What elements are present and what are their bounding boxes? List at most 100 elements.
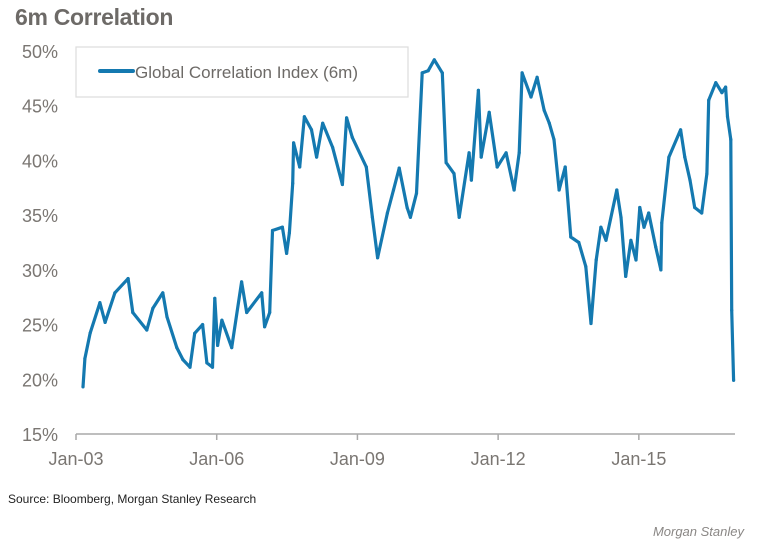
y-axis: 15% 20% 25% 30% 35% 40% 45% 50% [22, 42, 58, 445]
data-point [604, 238, 608, 242]
data-point [81, 385, 85, 389]
data-point [563, 165, 567, 169]
data-point [720, 91, 724, 95]
data-point [679, 128, 683, 132]
data-point [629, 238, 633, 242]
y-tick-label: 25% [22, 316, 58, 336]
data-point [205, 361, 209, 365]
data-point [469, 178, 473, 182]
data-point [557, 188, 561, 192]
data-point [420, 71, 424, 75]
y-tick-label: 15% [22, 425, 58, 445]
data-point [260, 291, 264, 295]
data-point [292, 141, 296, 145]
data-point [577, 240, 581, 245]
y-tick-label: 50% [22, 42, 58, 62]
data-point [331, 145, 335, 149]
series-line [81, 58, 736, 388]
legend-label: Global Correlation Index (6m) [135, 63, 358, 82]
data-point [683, 155, 687, 159]
data-point [452, 172, 456, 176]
data-point [440, 71, 444, 75]
data-point [345, 116, 349, 120]
data-point [408, 215, 412, 219]
data-point [476, 88, 480, 92]
data-point [98, 301, 102, 305]
data-point [145, 328, 149, 332]
data-point [688, 178, 692, 182]
data-point [512, 188, 516, 192]
data-point [654, 245, 658, 249]
data-point [113, 291, 117, 295]
data-point [397, 166, 401, 170]
data-point [594, 258, 598, 262]
data-point [426, 69, 430, 73]
data-point [376, 256, 380, 260]
data-point [730, 308, 734, 312]
data-point [213, 296, 217, 300]
x-tick-label: Jan-03 [48, 449, 103, 469]
data-point [131, 310, 135, 315]
data-point [88, 331, 92, 335]
data-point [647, 211, 651, 215]
data-point [615, 188, 619, 192]
data-point [444, 161, 448, 165]
data-point [638, 205, 642, 210]
source-note: Source: Bloomberg, Morgan Stanley Resear… [8, 492, 257, 506]
data-point [285, 251, 289, 255]
data-point [268, 310, 272, 315]
data-point [725, 115, 730, 119]
data-point [619, 215, 623, 219]
data-point [230, 346, 234, 350]
y-tick-label: 40% [22, 151, 58, 171]
data-point [535, 75, 539, 79]
data-point [220, 318, 224, 322]
data-point [667, 155, 671, 159]
x-tick-label: Jan-09 [330, 449, 385, 469]
data-point [642, 225, 646, 229]
data-point [707, 98, 711, 102]
data-point [660, 221, 664, 225]
data-point [151, 306, 155, 310]
data-point [298, 165, 302, 169]
data-point [504, 151, 508, 155]
data-point [467, 151, 471, 155]
data-point [624, 274, 628, 278]
data-point [724, 85, 728, 89]
data-point [216, 343, 220, 347]
data-point [302, 115, 306, 119]
data-point [520, 71, 524, 75]
data-point [732, 378, 736, 382]
data-point [210, 365, 215, 369]
chart-title: 6m Correlation [15, 4, 174, 30]
data-point [270, 228, 275, 233]
data-point [181, 358, 185, 362]
data-point [291, 181, 295, 185]
data-point [569, 235, 573, 239]
data-point [287, 231, 291, 235]
data-point [552, 138, 556, 142]
brand-logo-text: Morgan Stanley [652, 524, 744, 539]
data-point [487, 110, 491, 114]
data-point [165, 315, 169, 319]
x-tick-label: Jan-15 [611, 449, 666, 469]
data-point [634, 258, 638, 262]
data-point [517, 151, 521, 155]
data-point [693, 205, 697, 210]
data-point [659, 268, 663, 272]
data-point [280, 225, 284, 229]
data-point [240, 280, 244, 284]
data-point [599, 225, 603, 229]
data-point [385, 211, 389, 215]
data-point [350, 135, 354, 139]
y-tick-label: 35% [22, 206, 58, 226]
data-point [364, 165, 368, 169]
data-point [705, 172, 709, 176]
data-point [309, 128, 314, 132]
data-point [340, 182, 344, 187]
data-point [457, 215, 461, 219]
data-point [542, 108, 546, 112]
y-tick-label: 45% [22, 97, 58, 117]
data-point [370, 215, 374, 219]
data-point [584, 265, 588, 269]
